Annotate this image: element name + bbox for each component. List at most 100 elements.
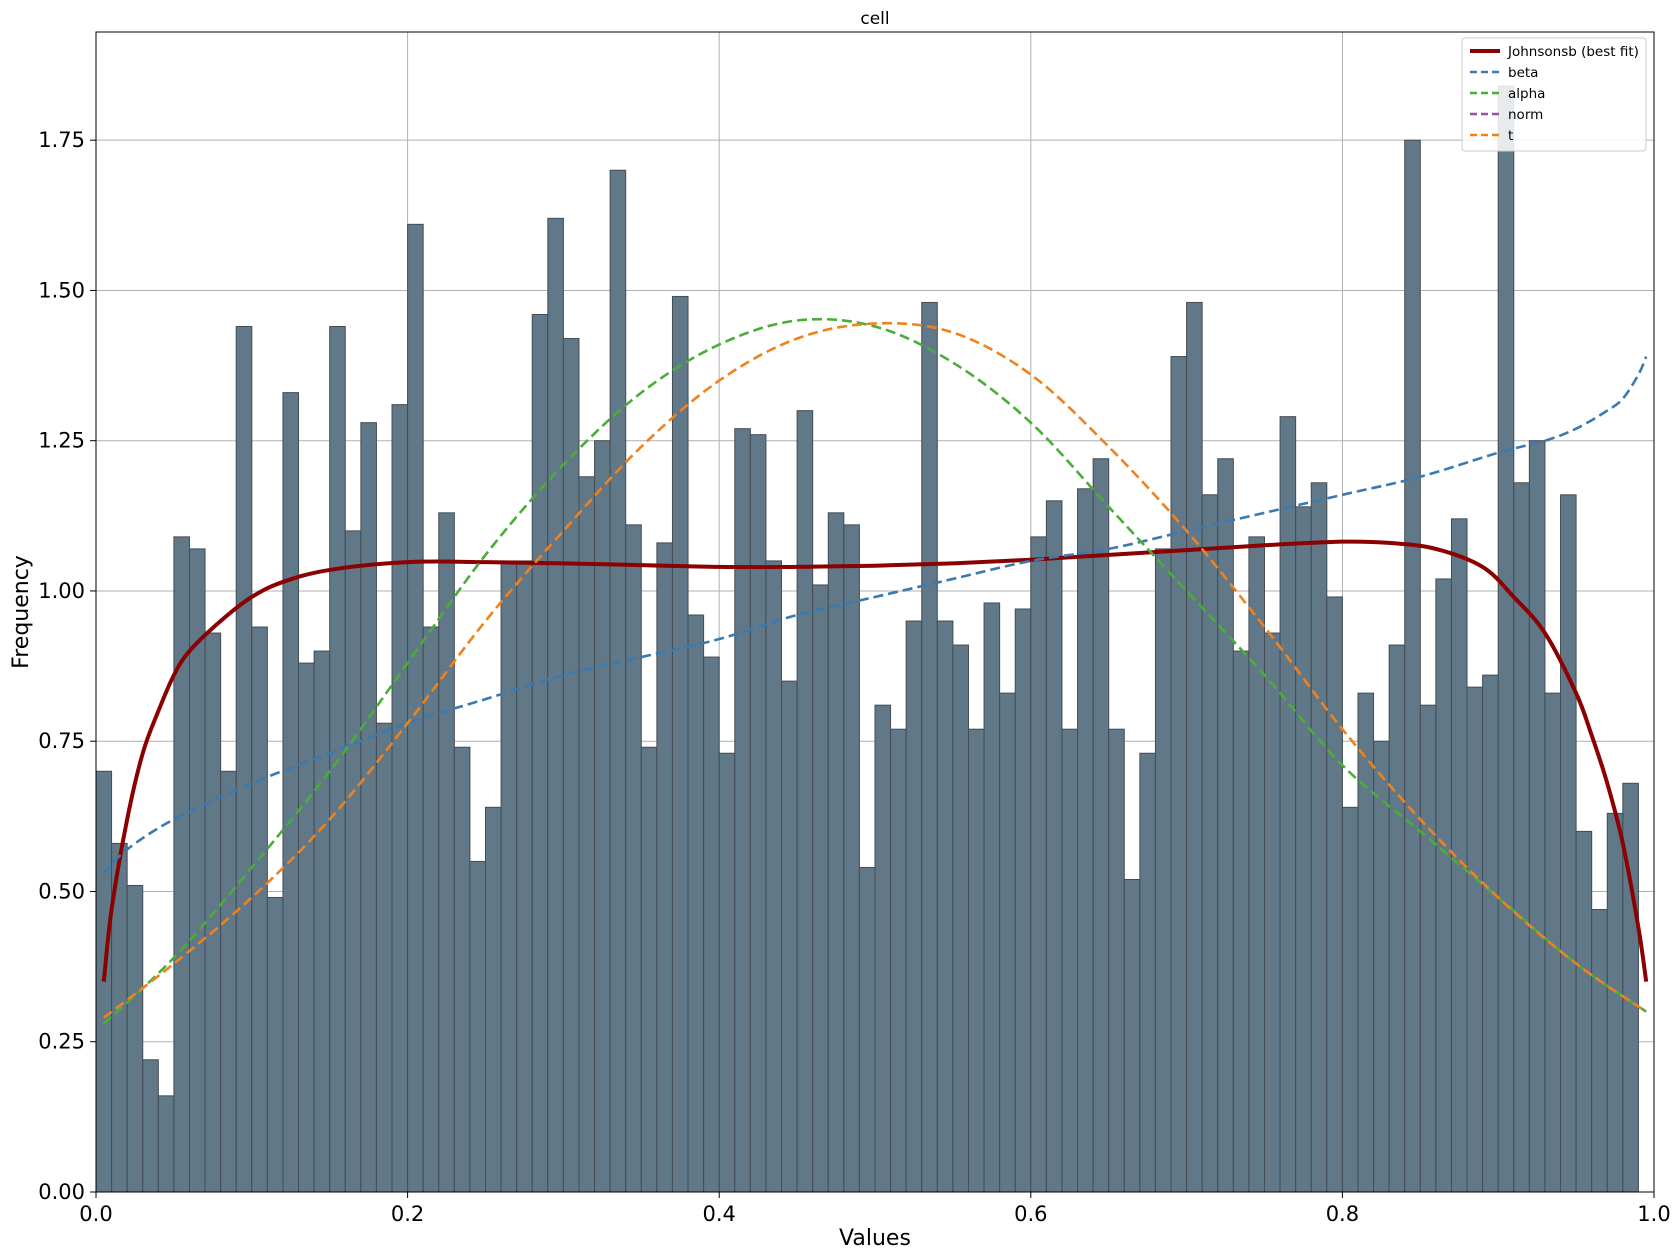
histogram-bar <box>1092 458 1110 1193</box>
histogram-bar <box>1279 416 1297 1193</box>
legend-entry: alpha <box>1508 86 1545 102</box>
histogram-bar <box>687 614 705 1193</box>
histogram-bar <box>952 644 969 1193</box>
legend: Johnsonsb (best fit) beta alpha norm t <box>1461 37 1647 152</box>
histogram-bar <box>1466 686 1484 1193</box>
histogram-bar <box>609 169 627 1193</box>
histogram-bar <box>1232 650 1250 1193</box>
x-tick-label: 0.0 <box>79 1202 112 1226</box>
histogram-bar <box>1373 740 1390 1193</box>
histogram-bar <box>1435 578 1452 1193</box>
x-tick-label: 0.6 <box>1014 1202 1047 1226</box>
histogram-bar <box>485 806 502 1193</box>
histogram-bar <box>220 770 237 1193</box>
histogram-bar <box>1139 752 1156 1193</box>
legend-box <box>1461 37 1647 152</box>
histogram-bar <box>1560 494 1577 1193</box>
histogram-bar <box>422 626 440 1193</box>
histogram-bar <box>967 728 985 1193</box>
histogram-bar <box>671 295 689 1193</box>
histogram-bar <box>1061 728 1079 1193</box>
histogram-bar <box>1310 482 1328 1193</box>
y-tick-label: 1.50 <box>38 278 85 302</box>
legend-entry: t <box>1508 128 1513 144</box>
histogram-bar <box>313 650 331 1193</box>
x-axis-ticks: 0.0 0.2 0.4 0.6 0.8 1.0 <box>79 1192 1671 1226</box>
histogram-bar <box>781 680 798 1193</box>
histogram-bar <box>1341 806 1359 1193</box>
histogram-bar <box>640 746 658 1193</box>
histogram-bar <box>1591 909 1608 1193</box>
histogram-bar <box>469 860 487 1193</box>
y-tick-label: 1.00 <box>38 579 85 603</box>
histogram-bar <box>1295 506 1312 1193</box>
histogram-bar <box>983 602 1001 1193</box>
histogram-bar <box>656 542 673 1193</box>
histogram-bar <box>827 512 845 1193</box>
histogram-bar <box>344 530 362 1193</box>
x-axis-label: Values <box>839 1226 911 1251</box>
histogram-bar <box>1388 644 1406 1193</box>
curve-t <box>102 321 1647 1019</box>
histogram-bar <box>1201 494 1219 1193</box>
chart-title: cell <box>860 9 889 29</box>
plot-frame <box>95 31 1655 1193</box>
histogram-bar <box>1326 596 1343 1193</box>
y-tick-label: 0.00 <box>38 1180 85 1204</box>
histogram-bar <box>1154 548 1172 1193</box>
histogram-bar <box>1544 692 1562 1193</box>
fit-curves <box>101 317 1649 1025</box>
histogram-bar <box>531 313 549 1193</box>
histogram-bar <box>1264 632 1281 1193</box>
histogram-bar <box>282 392 300 1193</box>
histogram-bar <box>1108 728 1125 1193</box>
x-tick-label: 0.2 <box>391 1202 424 1226</box>
histogram-bar <box>594 440 611 1193</box>
histogram-bar <box>921 301 938 1193</box>
x-tick-label: 0.4 <box>702 1202 735 1226</box>
histogram-bar <box>1014 608 1032 1193</box>
y-tick-label: 1.75 <box>38 128 85 152</box>
histogram-bar <box>1482 674 1499 1193</box>
histogram-bar <box>298 662 315 1193</box>
histogram-bar <box>1606 812 1624 1193</box>
histogram-bar <box>1248 536 1266 1193</box>
histogram-bar <box>142 1059 159 1193</box>
histogram-bar <box>1217 458 1234 1193</box>
histogram-bar <box>718 752 736 1193</box>
histogram-bar <box>843 524 860 1193</box>
curve-beta <box>102 356 1648 875</box>
histogram-bar <box>1528 440 1546 1193</box>
histogram-bar <box>625 524 642 1193</box>
histogram-bar <box>1077 488 1094 1193</box>
histogram-bar <box>578 476 596 1193</box>
y-tick-label: 0.75 <box>38 729 85 753</box>
histogram-bar <box>905 620 923 1193</box>
histogram-bars <box>95 85 1639 1193</box>
histogram-bar <box>173 536 190 1193</box>
histogram-bar <box>734 428 751 1193</box>
y-axis-ticks: 0.00 0.25 0.50 0.75 1.00 1.25 1.50 1.75 <box>38 128 96 1204</box>
histogram-bar <box>1497 85 1515 1193</box>
histogram-bar <box>235 326 253 1193</box>
histogram-bar <box>547 217 564 1193</box>
histogram-bar <box>765 560 783 1193</box>
histogram-bar <box>1123 878 1141 1193</box>
histogram-bar <box>1419 704 1437 1193</box>
curve-johnsonsb-best-fit <box>101 539 1649 982</box>
legend-entry: beta <box>1508 65 1538 81</box>
histogram-bar <box>157 1095 175 1193</box>
histogram-bar <box>936 620 954 1193</box>
histogram-bar <box>1170 356 1188 1193</box>
histogram-bar <box>1513 482 1530 1193</box>
histogram-bar <box>1357 692 1375 1193</box>
histogram-bar <box>562 338 580 1193</box>
histogram-bar <box>874 704 892 1193</box>
histogram-bar <box>500 560 518 1193</box>
legend-entry: norm <box>1508 107 1543 123</box>
x-tick-label: 1.0 <box>1637 1202 1670 1226</box>
histogram-bar <box>360 422 377 1193</box>
histogram-bar <box>796 410 814 1193</box>
curve-alpha <box>102 317 1647 1025</box>
